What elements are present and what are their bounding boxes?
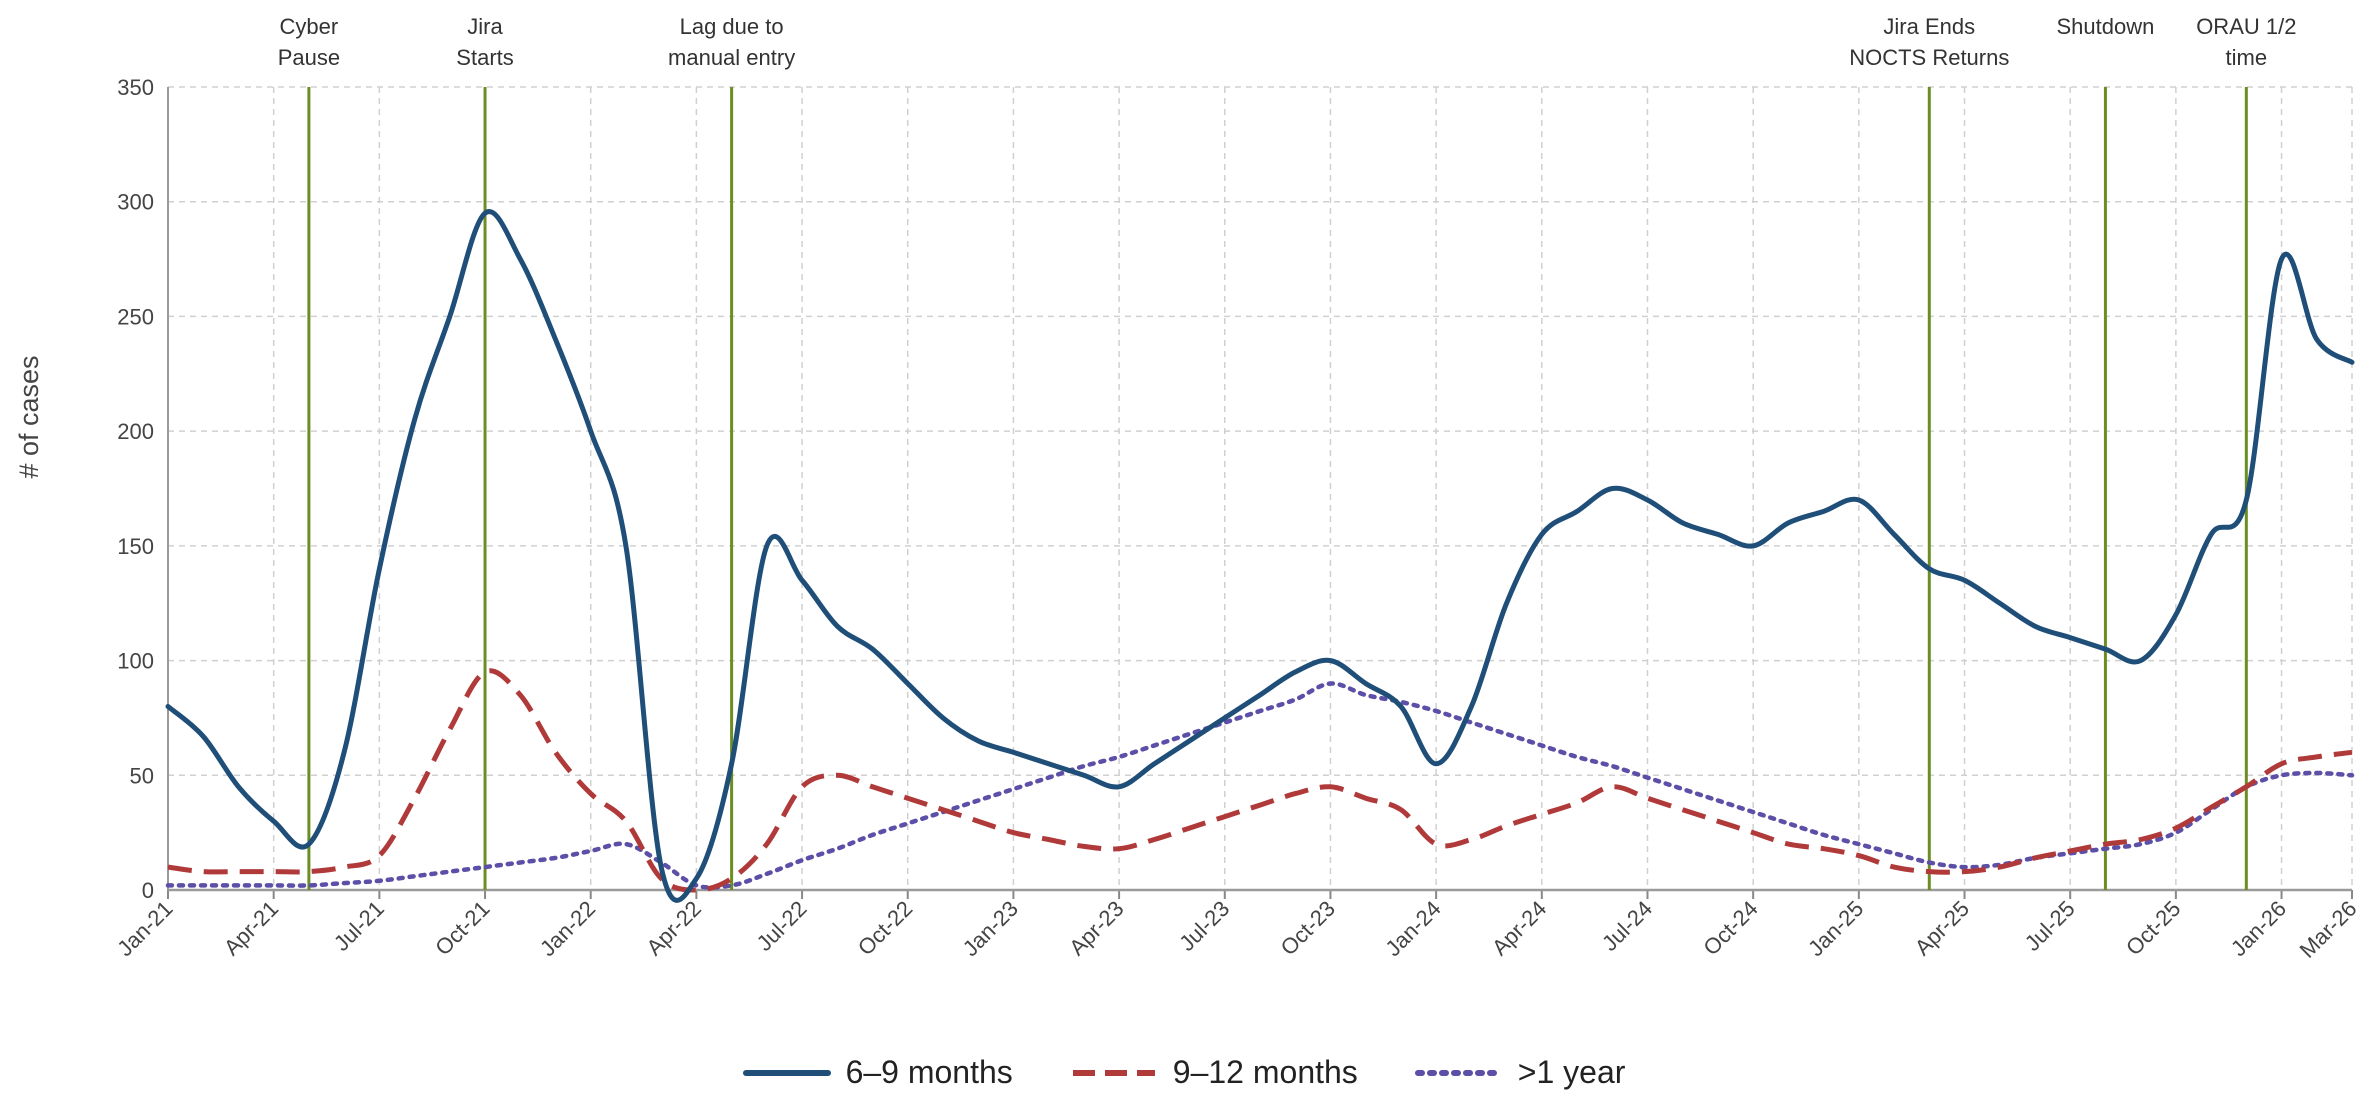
series-lines [165, 209, 2355, 903]
event-label: Lag due to [680, 14, 784, 39]
x-tick-label: Jul-25 [2020, 896, 2080, 956]
event-label: ORAU 1/2 [2196, 14, 2296, 39]
event-label: NOCTS Returns [1849, 45, 2009, 70]
x-tick-label: Jan-22 [535, 896, 600, 961]
y-tick-label: 150 [117, 534, 154, 559]
x-tick-label: Jan-21 [112, 896, 177, 961]
x-tick-label: Apr-24 [1487, 896, 1551, 960]
event-markers [307, 87, 2248, 890]
x-tick-label: Jul-23 [1174, 896, 1234, 956]
x-tick-label: Apr-25 [1910, 896, 1974, 960]
y-tick-label: 50 [130, 763, 154, 788]
x-tick-label: Oct-25 [2121, 896, 2185, 960]
event-label: Cyber [280, 14, 339, 39]
legend: 6–9 months 9–12 months >1 year [0, 1054, 2367, 1091]
legend-swatch [742, 1069, 831, 1076]
x-tick-label: Oct-21 [430, 896, 494, 960]
axes [167, 87, 2353, 899]
legend-swatch [1072, 1069, 1155, 1076]
legend-label: 9–12 months [1172, 1054, 1358, 1090]
event-label: Shutdown [2056, 14, 2154, 39]
y-tick-label: 250 [117, 304, 154, 329]
x-tick-label: Apr-23 [1064, 896, 1128, 960]
x-tick-label: Apr-22 [642, 896, 706, 960]
series-6-9-months-line [165, 209, 2355, 903]
event-label: Jira [467, 14, 503, 39]
event-label: time [2226, 45, 2268, 70]
legend-item: 6–9 months [742, 1054, 1013, 1091]
y-axis-label: # of cases [14, 355, 44, 478]
y-tick-label: 300 [117, 190, 154, 215]
x-tick-label: Oct-24 [1698, 896, 1762, 960]
x-tick-label: Jan-26 [2226, 896, 2291, 961]
legend-label: 6–9 months [845, 1054, 1013, 1090]
x-tick-label: Jan-24 [1380, 896, 1445, 961]
y-tick-label: 100 [117, 649, 154, 674]
x-tick-label: Mar-26 [2295, 896, 2362, 963]
x-tick-label: Jan-25 [1803, 896, 1868, 961]
event-label: Jira Ends [1883, 14, 1975, 39]
x-tick-label: Jul-24 [1597, 896, 1657, 956]
x-tick-label: Jul-21 [329, 896, 389, 956]
x-tick-label: Oct-22 [853, 896, 917, 960]
y-tick-label: 350 [117, 75, 154, 100]
series-over-1-year-line [165, 681, 2355, 890]
legend-item: >1 year [1414, 1054, 1626, 1091]
legend-swatch [1414, 1069, 1503, 1076]
tick-labels: 0 50 100 150 200 250 300 350 Jan-21 Apr-21 Jul-21 O… [112, 14, 2361, 963]
series-9-12-months-line [167, 668, 2353, 893]
y-tick-label: 200 [117, 419, 154, 444]
x-tick-label: Jul-22 [752, 896, 812, 956]
event-label: Pause [278, 45, 340, 70]
x-tick-label: Oct-23 [1276, 896, 1340, 960]
x-tick-label: Apr-21 [219, 896, 283, 960]
grid [167, 86, 2353, 890]
legend-label: >1 year [1517, 1054, 1626, 1090]
event-label: manual entry [668, 45, 795, 70]
y-tick-label: 0 [142, 878, 154, 903]
legend-item: 9–12 months [1069, 1054, 1358, 1091]
event-label: Starts [456, 45, 513, 70]
x-tick-label: Jan-23 [958, 896, 1023, 961]
